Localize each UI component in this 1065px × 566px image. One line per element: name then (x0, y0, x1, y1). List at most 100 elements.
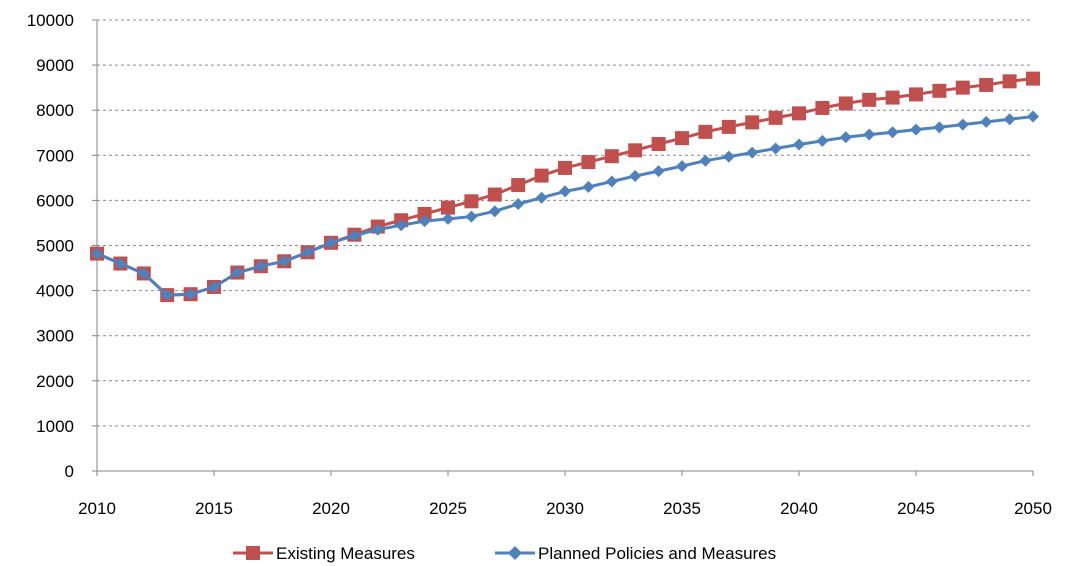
data-point-planned-policies-and-measures (418, 215, 431, 228)
data-point-existing-measures (745, 115, 760, 130)
x-tick-label: 2035 (663, 499, 701, 518)
data-point-planned-policies-and-measures (676, 160, 688, 173)
y-tick-label: 0 (65, 462, 74, 481)
data-point-planned-policies-and-measures (137, 267, 150, 280)
data-point-existing-measures (815, 100, 830, 115)
data-point-planned-policies-and-measures (208, 280, 220, 293)
y-tick-label: 3000 (36, 327, 74, 346)
data-point-planned-policies-and-measures (512, 198, 525, 211)
data-point-existing-measures (885, 90, 900, 105)
data-point-existing-measures (698, 124, 713, 139)
x-tick-label: 2030 (546, 499, 584, 518)
legend-label-existing-measures: Existing Measures (276, 544, 415, 563)
data-point-existing-measures (417, 206, 432, 221)
legend-marker-planned-policies (508, 546, 522, 560)
x-tick-label: 2010 (78, 499, 116, 518)
data-point-planned-policies-and-measures (722, 150, 735, 163)
y-tick-label: 7000 (36, 146, 74, 165)
data-point-planned-policies-and-measures (793, 138, 805, 151)
data-point-planned-policies-and-measures (442, 212, 454, 225)
data-point-existing-measures (534, 168, 549, 183)
data-point-existing-measures (838, 96, 853, 111)
data-point-planned-policies-and-measures (629, 170, 642, 183)
data-point-existing-measures (604, 149, 619, 164)
legend: Existing Measures Planned Policies and M… (233, 544, 776, 563)
data-point-planned-policies-and-measures (886, 126, 899, 139)
data-point-planned-policies-and-measures (114, 257, 127, 270)
data-point-existing-measures (721, 119, 736, 134)
data-point-planned-policies-and-measures (325, 236, 337, 249)
y-tick-label: 10000 (27, 11, 74, 30)
data-point-planned-policies-and-measures (278, 255, 291, 268)
data-point-existing-measures (1002, 74, 1017, 89)
legend-item-existing-measures: Existing Measures (233, 544, 415, 563)
series-planned-policies-and-measures (91, 110, 1039, 302)
data-point-existing-measures (792, 106, 806, 121)
data-point-planned-policies-and-measures (769, 142, 782, 155)
data-point-planned-policies-and-measures (956, 118, 969, 131)
data-point-existing-measures (909, 87, 923, 102)
data-point-planned-policies-and-measures (605, 175, 618, 188)
data-point-planned-policies-and-measures (816, 134, 829, 147)
legend-marker-existing-measures (246, 546, 260, 560)
data-point-planned-policies-and-measures (161, 289, 174, 302)
data-point-existing-measures (651, 137, 666, 152)
y-tick-label: 8000 (36, 101, 74, 120)
data-point-planned-policies-and-measures (1003, 113, 1016, 126)
data-point-planned-policies-and-measures (652, 165, 665, 178)
data-point-planned-policies-and-measures (465, 210, 478, 223)
data-point-existing-measures (581, 155, 596, 170)
legend-label-planned-policies: Planned Policies and Measures (538, 544, 776, 563)
data-point-planned-policies-and-measures (254, 260, 267, 273)
data-point-planned-policies-and-measures (699, 154, 712, 167)
data-point-planned-policies-and-measures (301, 246, 314, 259)
data-point-existing-measures (558, 160, 572, 175)
series-layer (90, 71, 1040, 303)
y-tick-label: 1000 (36, 417, 74, 436)
data-point-planned-policies-and-measures (371, 223, 384, 236)
data-point-existing-measures (862, 92, 877, 107)
data-point-planned-policies-and-measures (839, 131, 852, 144)
data-point-planned-policies-and-measures (980, 115, 993, 128)
data-point-planned-policies-and-measures (863, 128, 876, 141)
data-point-planned-policies-and-measures (933, 121, 946, 134)
data-point-existing-measures (441, 200, 455, 215)
data-point-existing-measures (487, 187, 502, 202)
legend-item-planned-policies: Planned Policies and Measures (495, 544, 776, 563)
data-point-planned-policies-and-measures (231, 266, 244, 279)
y-tick-labels: 0 1000 2000 3000 4000 5000 6000 7000 8000 9000 100… (27, 11, 97, 481)
data-point-planned-policies-and-measures (582, 180, 595, 193)
x-tick-label: 2050 (1014, 499, 1052, 518)
data-point-existing-measures (628, 143, 643, 158)
data-point-planned-policies-and-measures (746, 146, 759, 159)
y-tick-label: 9000 (36, 56, 74, 75)
x-tick-label: 2020 (312, 499, 350, 518)
y-tick-label: 4000 (36, 282, 74, 301)
data-point-existing-measures (768, 110, 783, 125)
data-point-planned-policies-and-measures (488, 205, 501, 218)
data-point-existing-measures (979, 77, 994, 92)
data-point-existing-measures (675, 131, 689, 146)
data-point-planned-policies-and-measures (348, 229, 361, 242)
data-point-existing-measures (511, 178, 526, 193)
x-tick-label: 2015 (195, 499, 233, 518)
data-point-existing-measures (1026, 71, 1040, 86)
y-tick-label: 2000 (36, 372, 74, 391)
x-tick-labels: 2010 2015 2020 2025 2030 2035 2040 2045 2050 (78, 471, 1052, 518)
data-point-planned-policies-and-measures (395, 219, 408, 232)
y-tick-label: 6000 (36, 191, 74, 210)
data-point-existing-measures (955, 80, 970, 95)
data-point-planned-policies-and-measures (91, 247, 103, 260)
data-point-planned-policies-and-measures (184, 288, 197, 301)
y-tick-label: 5000 (36, 237, 74, 256)
data-point-existing-measures (932, 83, 947, 98)
x-tick-label: 2040 (780, 499, 818, 518)
x-tick-label: 2045 (897, 499, 935, 518)
data-point-planned-policies-and-measures (535, 191, 548, 204)
data-point-planned-policies-and-measures (559, 185, 571, 198)
gridlines (97, 19, 1033, 427)
data-point-planned-policies-and-measures (1027, 110, 1039, 123)
data-point-existing-measures (464, 194, 479, 209)
data-point-planned-policies-and-measures (910, 123, 922, 136)
